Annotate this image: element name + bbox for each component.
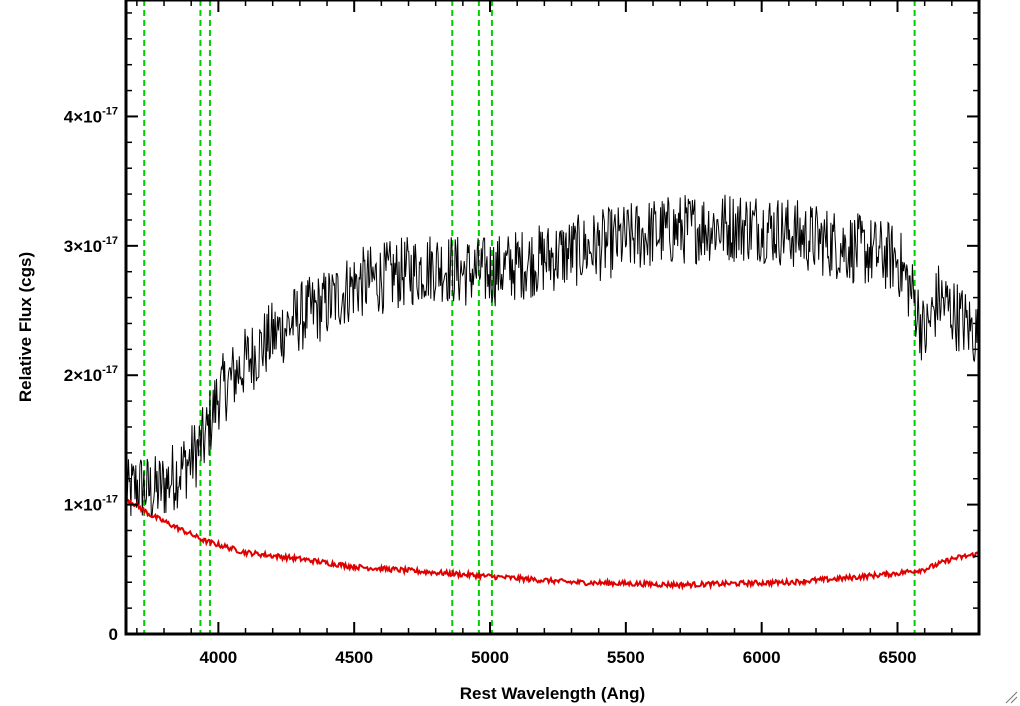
y-tick-label: 2×10-17 — [64, 364, 118, 385]
reference-lines — [144, 0, 914, 634]
y-tick-label: 4×10-17 — [64, 105, 118, 126]
y-tick-label: 1×10-17 — [64, 494, 118, 515]
x-axis-title: Rest Wavelength (Ang) — [460, 684, 645, 703]
series-layer — [126, 195, 979, 587]
plot-frame — [126, 0, 979, 634]
model-spectrum-line — [126, 496, 979, 587]
y-tick-label: 3×10-17 — [64, 235, 118, 256]
x-axis: 4000 4500 5000 5500 6000 6500 — [137, 0, 979, 667]
resize-grip-icon[interactable] — [1004, 690, 1018, 704]
x-tick-label: 4500 — [335, 648, 373, 667]
y-tick-label: 0 — [109, 625, 118, 644]
y-axis: 0 1×10-17 2×10-17 3×10-17 4×10-17 — [64, 13, 979, 644]
x-tick-label: 6000 — [743, 648, 781, 667]
x-tick-label: 4000 — [199, 648, 237, 667]
x-tick-label: 5500 — [607, 648, 645, 667]
y-axis-title: Relative Flux (cgs) — [16, 252, 35, 402]
x-tick-label: 6500 — [879, 648, 917, 667]
x-tick-label: 5000 — [471, 648, 509, 667]
observed-spectrum-line — [126, 195, 979, 516]
